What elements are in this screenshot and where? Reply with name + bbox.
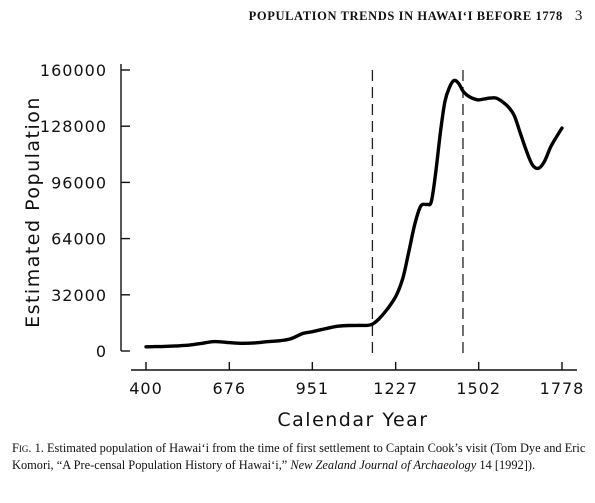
caption-text: Estimated population of Hawai‘i from the… <box>12 441 586 472</box>
y-tick-label-160000: 160000 <box>40 61 107 80</box>
x-tick-label-1502: 1502 <box>456 379 501 398</box>
x-tick-label-400: 400 <box>129 379 163 398</box>
chart-axes: 0 32000 64000 96000 128000 160000 400 676 951 122… <box>40 61 585 398</box>
reference-lines <box>371 70 464 356</box>
population-line <box>144 78 564 349</box>
y-axis-label: Estimated Population <box>22 96 44 328</box>
page-number: 3 <box>574 8 583 24</box>
y-tick-label-96000: 96000 <box>51 173 107 192</box>
y-tick-label-0: 0 <box>96 342 107 361</box>
y-tick-label-32000: 32000 <box>51 286 107 305</box>
x-axis-label: Calendar Year <box>277 409 428 431</box>
series-group <box>144 78 564 349</box>
y-tick-label-128000: 128000 <box>40 117 107 136</box>
figure-caption: Fig. 1. Estimated population of Hawai‘i … <box>12 440 587 474</box>
y-tick-label-64000: 64000 <box>51 230 107 249</box>
x-tick-label-951: 951 <box>296 379 330 398</box>
caption-label: Fig. 1. <box>12 441 44 455</box>
x-tick-label-1778: 1778 <box>540 379 585 398</box>
caption-journal: New Zealand Journal of Archaeology <box>290 458 477 472</box>
running-header: POPULATION TRENDS IN HAWAI‘I BEFORE 1778… <box>178 8 583 25</box>
caption-text-end: 14 [1992]). <box>476 458 536 472</box>
running-title: POPULATION TRENDS IN HAWAI‘I BEFORE 1778 <box>248 9 563 23</box>
x-tick-label-1227: 1227 <box>373 379 418 398</box>
x-tick-label-676: 676 <box>213 379 247 398</box>
